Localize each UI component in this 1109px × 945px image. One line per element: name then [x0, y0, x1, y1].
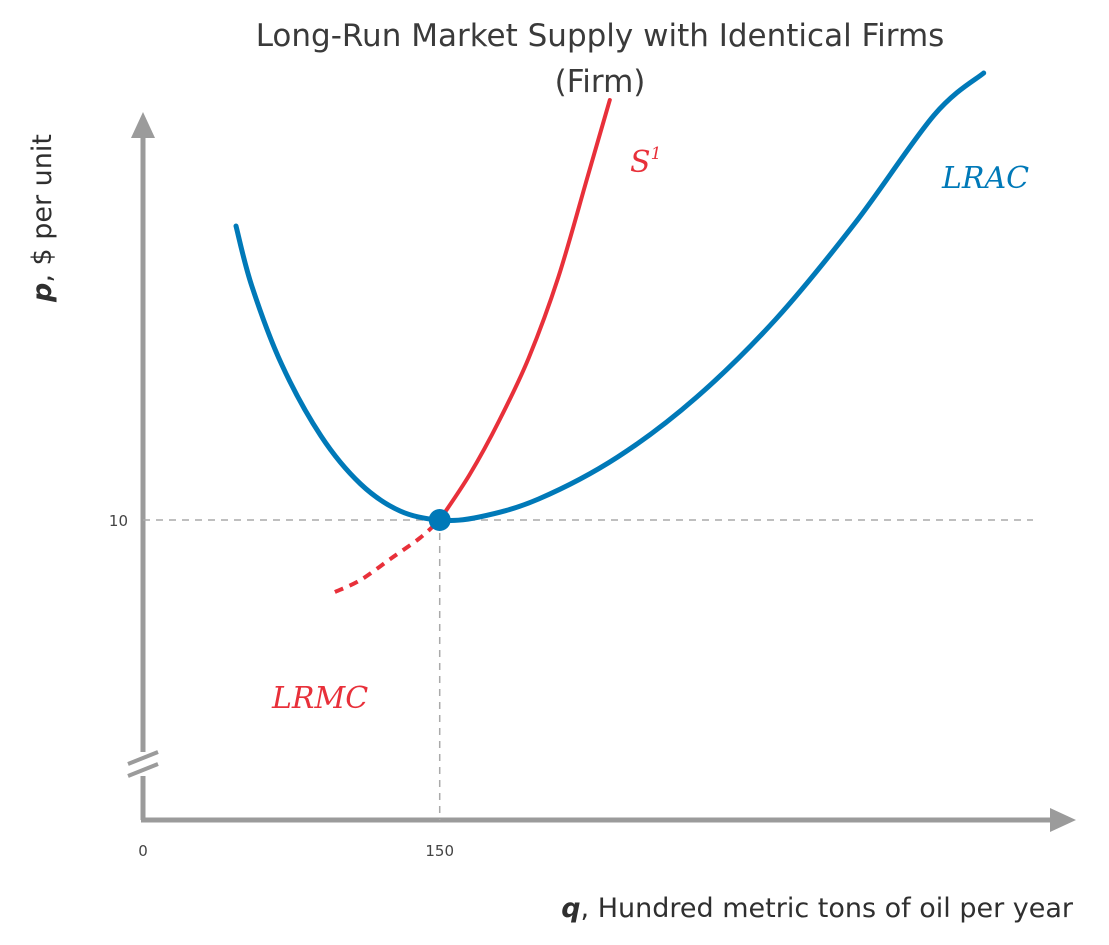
series-s1-line	[437, 98, 612, 522]
series-s1-superscript: 1	[651, 144, 662, 164]
series-s1-label: S1	[630, 144, 661, 180]
series-lrmc-line	[334, 518, 442, 594]
y-axis-arrow	[131, 112, 155, 138]
series-lrac-label: LRAC	[941, 161, 1029, 196]
y-tick-label: 10	[109, 512, 128, 530]
x-axis-description: , Hundred metric tons of oil per year	[581, 893, 1074, 924]
x-axis-variable: q	[561, 893, 580, 924]
y-axis-description: , $ per unit	[27, 134, 58, 283]
reference-lines	[143, 519, 1033, 820]
x-tick-label: 150	[425, 842, 454, 860]
chart-title-line1: Long-Run Market Supply with Identical Fi…	[256, 18, 945, 54]
equilibrium-point	[428, 509, 451, 531]
y-axis-variable: p	[27, 283, 58, 303]
x-tick-label: 0	[138, 842, 148, 860]
x-axis-arrow	[1050, 808, 1076, 832]
series-lrac-line	[233, 70, 987, 523]
y-axis-break-icon	[126, 750, 160, 778]
series-s1-name: S	[630, 145, 651, 180]
y-axis-label: p, $ per unit	[27, 134, 58, 303]
chart-title-line2: (Firm)	[555, 64, 646, 100]
x-axis-label: q, Hundred metric tons of oil per year	[561, 893, 1074, 924]
series-lrmc-label: LRMC	[271, 681, 368, 716]
axes	[126, 112, 1076, 832]
